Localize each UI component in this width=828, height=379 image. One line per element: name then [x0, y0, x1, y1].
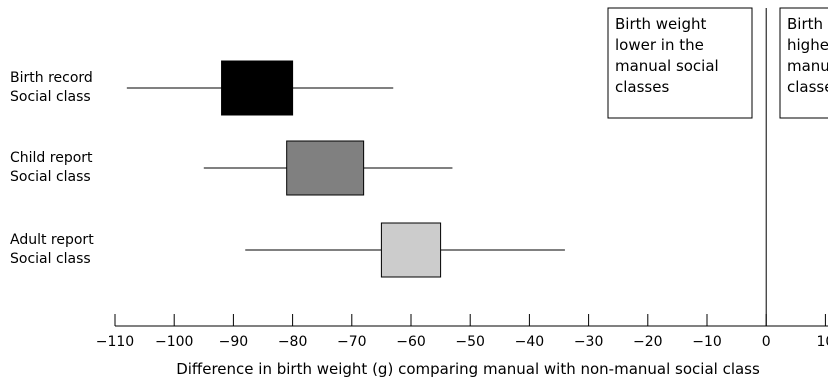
- annotation-box: [607, 7, 753, 119]
- annotation-line: manual social: [615, 57, 719, 75]
- annotation-line: higher in the: [787, 36, 828, 54]
- annotation-line: Birth weight: [787, 15, 828, 33]
- x-axis-title: Difference in birth weight (g) comparing…: [176, 360, 760, 378]
- estimate-box: [221, 60, 294, 116]
- estimate-box: [286, 140, 365, 196]
- annotation-line: Birth weight: [615, 15, 706, 33]
- x-tick-label: −90: [219, 334, 249, 350]
- x-tick-label: 10: [816, 334, 828, 350]
- x-tick-label: −40: [515, 334, 545, 350]
- x-tick-label: −100: [155, 334, 193, 350]
- row-label-line: Adult report: [10, 232, 94, 248]
- estimate-box: [380, 222, 442, 278]
- row-label-line: Social class: [10, 251, 91, 267]
- x-tick-label: −70: [337, 334, 367, 350]
- row-label: Adult report Social class: [10, 232, 94, 267]
- annotation-line: manual social: [787, 57, 828, 75]
- x-tick-label: −80: [278, 334, 308, 350]
- x-tick-label: −20: [633, 334, 663, 350]
- row-label: Birth record Social class: [10, 70, 93, 105]
- row-label-line: Child report: [10, 150, 93, 166]
- x-tick-label: −110: [96, 334, 134, 350]
- annotation-box: [779, 7, 828, 119]
- x-tick-label: −60: [396, 334, 426, 350]
- x-tick-label: −30: [574, 334, 604, 350]
- x-tick-label: 0: [762, 334, 771, 350]
- annotation-line: lower in the: [615, 36, 704, 54]
- row-label-line: Social class: [10, 169, 91, 185]
- row-label-line: Social class: [10, 89, 91, 105]
- annotation-text: Birth weight higher in the manual social cl…: [787, 15, 828, 96]
- row-label: Child report Social class: [10, 150, 93, 185]
- annotation-line: classes: [787, 78, 828, 96]
- x-tick-label: −50: [455, 334, 485, 350]
- x-tick-label: −10: [692, 334, 722, 350]
- row-label-line: Birth record: [10, 70, 93, 86]
- annotation-line: classes: [615, 78, 669, 96]
- annotation-text: Birth weight lower in the manual social cla…: [615, 15, 719, 96]
